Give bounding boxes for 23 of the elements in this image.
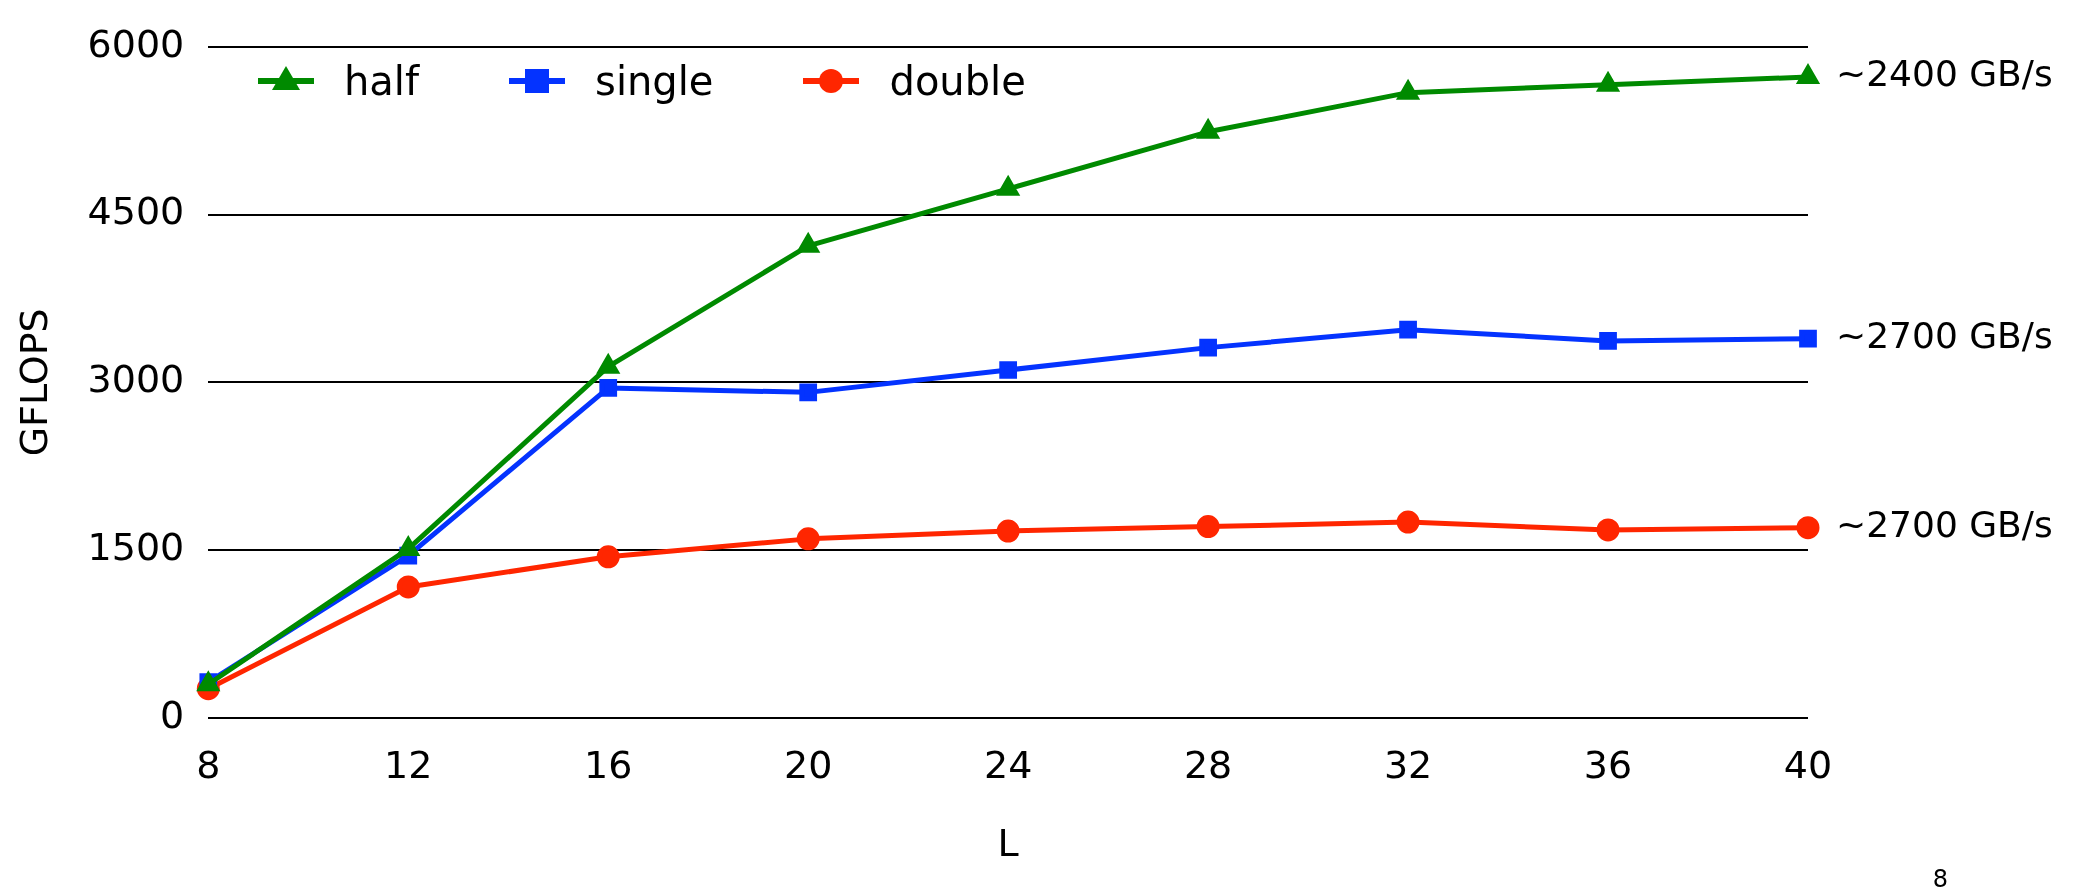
x-axis-title: L xyxy=(997,821,1019,866)
y-tick-label: 1500 xyxy=(87,524,185,569)
x-tick-label: 8 xyxy=(196,743,221,788)
y-tick-label: 6000 xyxy=(87,21,185,66)
y-tick-label: 4500 xyxy=(87,189,185,234)
y-axis-title: GFLOPS xyxy=(11,308,56,457)
text: 8 xyxy=(1932,865,1948,893)
legend-label: single xyxy=(595,58,714,104)
legend-label: half xyxy=(344,58,420,104)
x-tick-label: 20 xyxy=(784,743,833,788)
y-tick-label: 3000 xyxy=(87,357,185,402)
y-tick-label: 0 xyxy=(160,692,185,737)
x-tick-label: 12 xyxy=(384,743,433,788)
x-tick-label: 36 xyxy=(1583,743,1633,788)
x-tick-label: 40 xyxy=(1783,743,1833,788)
annotation: ~2700 GB/s xyxy=(1836,504,2053,546)
legend-label: double xyxy=(889,58,1026,104)
annotation: ~2400 GB/s xyxy=(1836,53,2053,95)
x-tick-label: 28 xyxy=(1183,743,1233,788)
x-tick-label: 16 xyxy=(584,743,633,788)
annotation: ~2700 GB/s xyxy=(1836,315,2053,357)
x-tick-label: 32 xyxy=(1383,743,1433,788)
x-tick-label: 24 xyxy=(983,743,1033,788)
